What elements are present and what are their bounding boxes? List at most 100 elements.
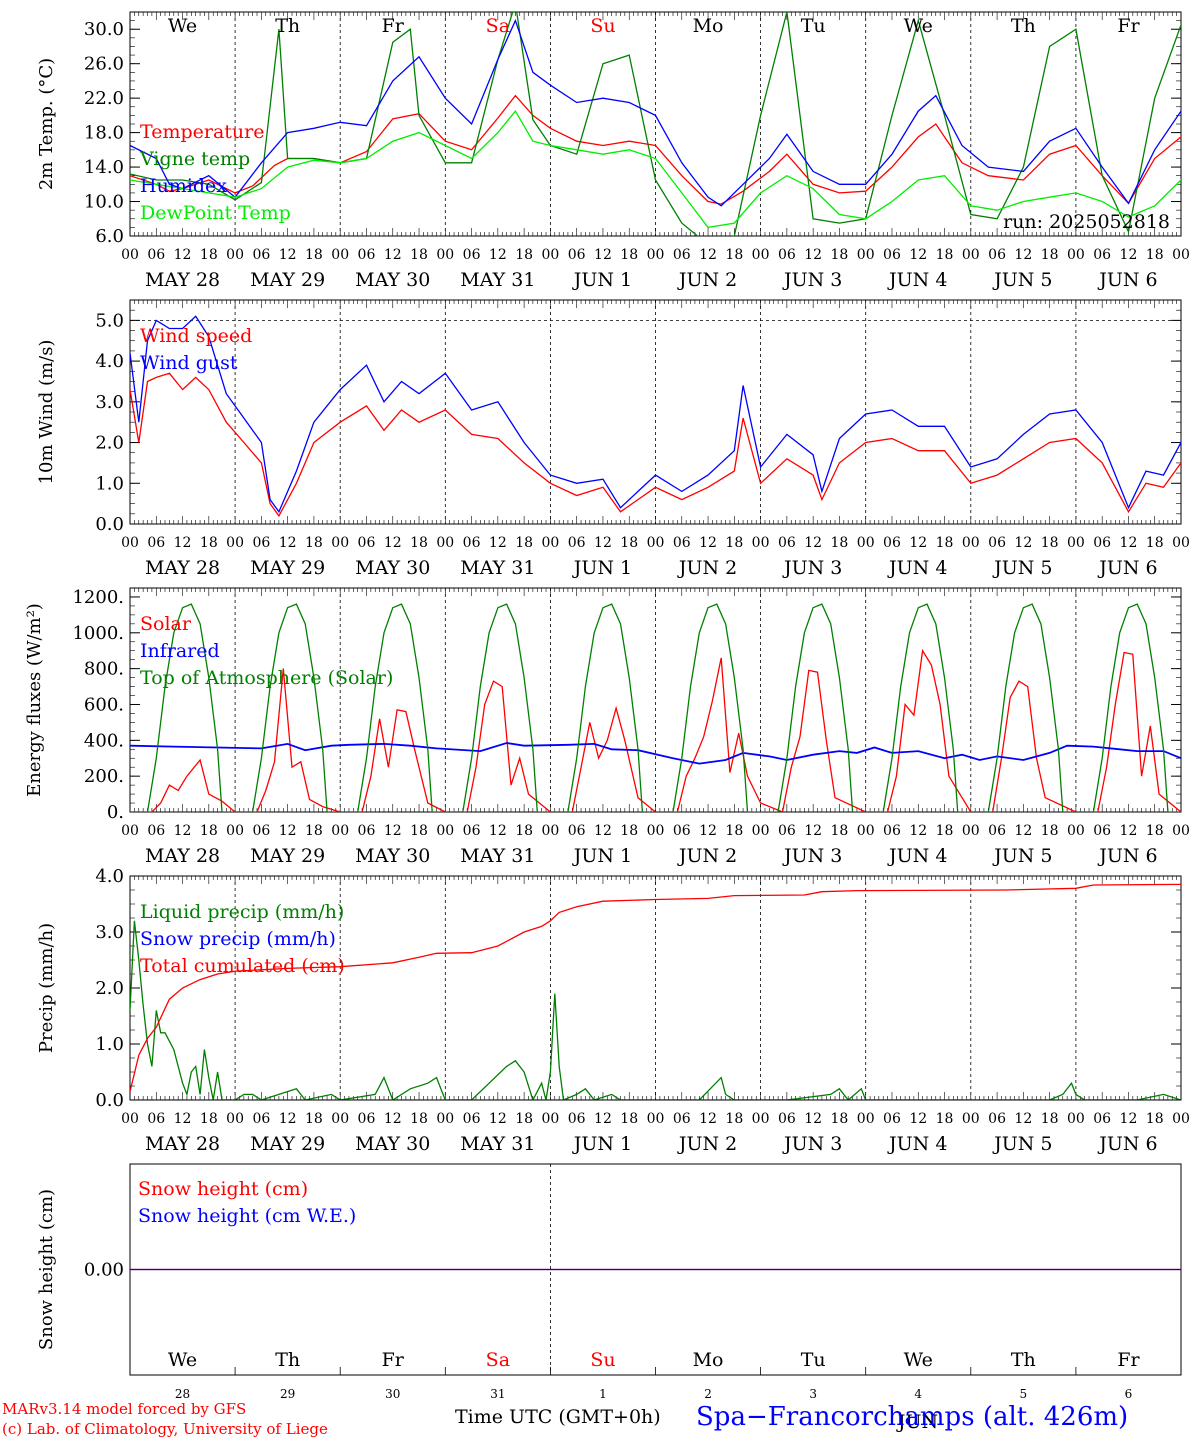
hour-label: 00 [1172, 535, 1190, 551]
y-tick-label: 1.0 [95, 473, 124, 494]
hour-label: 00 [857, 535, 875, 551]
hour-label: 18 [1041, 535, 1059, 551]
y-tick-label: 1000. [72, 623, 124, 644]
hour-label: 18 [936, 1111, 954, 1127]
hour-label: 00 [962, 247, 980, 263]
date-label: JUN 3 [782, 845, 842, 867]
date-label: JUN 1 [572, 269, 632, 291]
hour-label: 12 [384, 823, 402, 839]
hour-label: 18 [200, 1111, 218, 1127]
hour-label: 06 [463, 1111, 481, 1127]
series-line-liquid-precip-mm-h- [130, 920, 1181, 1100]
date-label: MAY 31 [460, 845, 535, 867]
hour-label: 06 [778, 535, 796, 551]
hour-label: 00 [1172, 1111, 1190, 1127]
snow-weekday-label: Mo [693, 1349, 724, 1371]
hour-label: 06 [778, 247, 796, 263]
panel-frame [129, 587, 1182, 813]
day-number-label: 31 [490, 1387, 505, 1401]
hour-label: 06 [883, 1111, 901, 1127]
hour-label: 06 [358, 247, 376, 263]
hour-label: 06 [988, 1111, 1006, 1127]
date-label: JUN 4 [887, 557, 947, 579]
snow-weekday-label: Fr [1117, 1349, 1140, 1371]
date-label: JUN 4 [887, 1133, 947, 1155]
y-tick-label: 2.0 [95, 433, 124, 454]
y-tick-label: 1200. [72, 587, 124, 608]
hour-label: 00 [121, 535, 139, 551]
series-line-total-cumulated-cm- [130, 883, 1181, 1092]
y-axis-title: 2m Temp. (°C) [36, 58, 57, 190]
hour-label: 18 [831, 1111, 849, 1127]
hour-label: 00 [121, 823, 139, 839]
day-number-label: 2 [704, 1387, 712, 1401]
hour-label: 18 [725, 823, 743, 839]
hour-label: 12 [909, 1111, 927, 1127]
hour-label: 18 [410, 247, 428, 263]
hour-label: 18 [515, 247, 533, 263]
day-number-label: 29 [280, 1387, 295, 1401]
date-label: JUN 5 [992, 845, 1052, 867]
hour-label: 00 [752, 823, 770, 839]
snow-weekday-label: Tu [801, 1349, 826, 1371]
series-line-top-of-atmosphere-solar- [130, 603, 1181, 812]
hour-label: 18 [831, 823, 849, 839]
hour-label: 18 [831, 535, 849, 551]
series-line-temperature [130, 94, 1181, 205]
y-tick-label: 800. [84, 659, 124, 680]
hour-label: 18 [1146, 247, 1164, 263]
hour-label: 00 [436, 1111, 454, 1127]
y-tick-label: 22.0 [84, 88, 124, 109]
hour-label: 00 [752, 247, 770, 263]
hour-label: 12 [1014, 535, 1032, 551]
day-number-label: 1 [599, 1387, 607, 1401]
hour-label: 06 [358, 535, 376, 551]
y-tick-label: 400. [84, 730, 124, 751]
hour-label: 18 [725, 535, 743, 551]
hour-label: 06 [988, 535, 1006, 551]
hour-label: 18 [1041, 823, 1059, 839]
hour-label: 00 [541, 535, 559, 551]
date-label: MAY 31 [460, 557, 535, 579]
weekday-label: Sa [486, 15, 510, 37]
y-tick-label: 200. [84, 766, 124, 787]
date-label: JUN 1 [572, 557, 632, 579]
hour-label: 12 [909, 247, 927, 263]
series-line-wind-gust [130, 315, 1181, 514]
hour-label: 12 [279, 247, 297, 263]
y-tick-label: 4.0 [95, 866, 124, 887]
hour-label: 12 [279, 1111, 297, 1127]
hour-label: 18 [410, 535, 428, 551]
hour-label: 12 [1120, 1111, 1138, 1127]
hour-label: 12 [489, 535, 507, 551]
date-label: JUN 2 [677, 845, 737, 867]
hour-label: 18 [620, 823, 638, 839]
hour-label: 06 [778, 823, 796, 839]
day-number-label: 28 [175, 1387, 190, 1401]
legend-label: Liquid precip (mm/h) [140, 901, 344, 923]
hour-label: 12 [594, 247, 612, 263]
hour-label: 12 [909, 823, 927, 839]
hour-label: 12 [594, 1111, 612, 1127]
hour-label: 12 [804, 247, 822, 263]
weekday-label: Th [275, 15, 300, 37]
hour-label: 12 [489, 823, 507, 839]
hour-label: 06 [358, 1111, 376, 1127]
hour-label: 06 [1093, 823, 1111, 839]
panel-1 [129, 11, 1182, 237]
date-label: JUN 6 [1097, 1133, 1157, 1155]
hour-label: 00 [1067, 823, 1085, 839]
hour-label: 00 [752, 1111, 770, 1127]
date-label: JUN 3 [782, 557, 842, 579]
hour-label: 12 [594, 823, 612, 839]
hour-label: 18 [410, 823, 428, 839]
hour-label: 00 [121, 1111, 139, 1127]
hour-label: 18 [305, 1111, 323, 1127]
hour-label: 18 [1041, 1111, 1059, 1127]
snow-weekday-label: Su [590, 1349, 615, 1371]
hour-label: 00 [226, 535, 244, 551]
legend-label: Total cumulated (cm) [140, 955, 345, 977]
hour-label: 12 [909, 535, 927, 551]
date-label: JUN 2 [677, 1133, 737, 1155]
hour-label: 00 [1067, 535, 1085, 551]
